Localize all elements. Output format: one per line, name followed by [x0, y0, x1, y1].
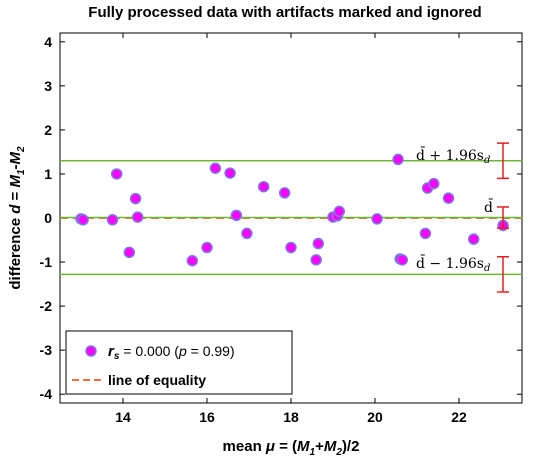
data-point [106, 214, 119, 226]
y-tick-label: 2 [44, 122, 52, 138]
data-point [278, 187, 291, 199]
data-point [77, 214, 89, 226]
axis-ticks: 14 16 18 20 22 4 3 2 1 0 -1 -2 -3 -4 [40, 33, 522, 425]
legend-entry-scatter: rs = 0.000 (p = 0.99) [108, 343, 235, 362]
x-tick-label: 14 [115, 409, 131, 425]
data-point [442, 192, 455, 204]
data-point [257, 180, 270, 193]
data-point [131, 211, 144, 223]
legend-marker [85, 345, 97, 357]
y-tick-label: 3 [44, 78, 52, 94]
data-point [312, 237, 325, 250]
mean-annotation: d̄ [484, 198, 493, 216]
x-axis-label: mean μ = (M1+M2)/2 [223, 438, 360, 458]
upper-limit-annotation: d̄ + 1.96sd [416, 146, 490, 166]
lower-limit-annotation: d̄ − 1.96sd [416, 254, 490, 274]
data-point [201, 241, 213, 254]
y-axis-label: difference d = M1-M2 [7, 146, 27, 290]
y-tick-label: -1 [40, 254, 53, 270]
x-tick-label: 20 [367, 409, 383, 425]
y-tick-label: 1 [44, 166, 52, 182]
y-tick-label: -3 [40, 342, 53, 358]
data-point [419, 227, 432, 240]
data-point [230, 209, 243, 222]
data-point [333, 205, 346, 218]
data-point [209, 162, 222, 174]
data-point [428, 177, 440, 190]
y-tick-label: 0 [44, 210, 52, 226]
y-tick-label: -2 [40, 298, 53, 314]
data-point [110, 168, 123, 180]
x-tick-label: 22 [451, 409, 467, 425]
data-point [186, 254, 199, 267]
x-tick-label: 16 [199, 409, 215, 425]
data-point [392, 153, 404, 166]
legend-entry-equality: line of equality [108, 372, 206, 388]
data-point [310, 254, 322, 266]
x-tick-label: 18 [283, 409, 299, 425]
legend-box [65, 330, 293, 395]
data-point [285, 241, 297, 254]
data-point [241, 227, 253, 240]
legend: rs = 0.000 (p = 0.99) line of equality [65, 330, 293, 395]
data-point [224, 167, 236, 179]
data-point [396, 254, 409, 266]
y-tick-label: 4 [44, 34, 52, 50]
data-point [467, 233, 480, 245]
limit-confidence-bars [497, 142, 509, 293]
data-point [129, 192, 142, 205]
data-point [123, 246, 136, 259]
data-point [371, 213, 383, 225]
y-tick-label: -4 [40, 386, 53, 402]
chart-title: Fully processed data with artifacts mark… [88, 4, 481, 21]
